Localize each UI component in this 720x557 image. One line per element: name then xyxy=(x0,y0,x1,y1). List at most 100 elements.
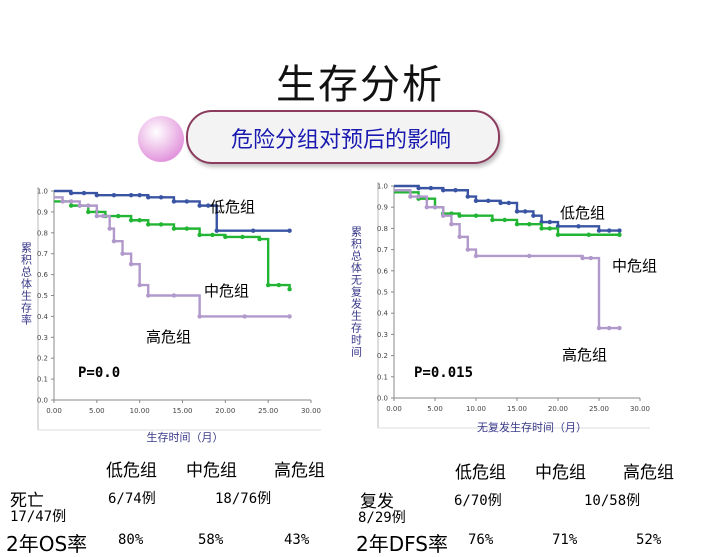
chart2-series-2-marker xyxy=(547,226,552,231)
chart2-series-3-marker xyxy=(416,194,421,199)
chart2-series-1-marker xyxy=(547,219,552,225)
chart1-series-1-marker xyxy=(137,192,142,198)
left-row2-label: 2年OS率 xyxy=(6,532,88,556)
chart2-y-tick-label: 0.7 xyxy=(377,246,388,254)
chart2-y-tick-label: 0.2 xyxy=(377,352,388,360)
chart2-series-1-marker xyxy=(596,228,602,233)
chart1-series-label-1: 低危组 xyxy=(210,198,255,216)
chart2-series-1-marker xyxy=(531,213,536,218)
chart1-series-1-marker xyxy=(206,203,211,208)
chart2-p-value: P=0.015 xyxy=(414,365,473,381)
chart1-series-2-marker xyxy=(210,232,215,238)
chart1-series-2-marker xyxy=(223,234,228,240)
banner-orb xyxy=(138,116,184,162)
right-header-mid: 中危组 xyxy=(535,463,586,483)
chart1-series-1-marker xyxy=(146,195,151,200)
chart2-series-3-marker xyxy=(457,234,462,240)
chart1-x-tick-label: 30.00 xyxy=(301,407,321,415)
chart2-series-3-marker xyxy=(441,213,446,218)
chart1-y-tick-label: 0.9 xyxy=(37,208,48,216)
chart1-series-1-marker xyxy=(68,190,74,196)
chart1-x-tick-label: 25.00 xyxy=(258,407,278,415)
chart1-x-tick-label: 20.00 xyxy=(215,407,235,415)
chart2-series-2-marker xyxy=(617,232,622,237)
chart1-series-3-marker xyxy=(86,203,91,208)
chart2-y-tick-label: 0.1 xyxy=(377,373,388,381)
right-header-high: 高危组 xyxy=(623,463,674,483)
chart1-series-3-marker xyxy=(60,199,65,204)
chart2-series-1-marker xyxy=(607,228,612,233)
left-header-high: 高危组 xyxy=(274,461,325,481)
chart2-series-3-marker xyxy=(607,325,612,331)
right-header-low: 低危组 xyxy=(455,463,506,483)
chart2-series-1-marker xyxy=(441,188,446,193)
chart2-series-1-marker xyxy=(453,188,458,193)
chart1-y-tick-label: 0.8 xyxy=(37,229,48,237)
chart2-series-1-marker xyxy=(473,198,479,204)
chart1-y-tick-label: 0.0 xyxy=(37,397,48,405)
chart1-series-2-marker xyxy=(116,213,121,219)
chart1-series-2-marker xyxy=(137,218,142,223)
chart2-series-2-marker xyxy=(527,221,532,227)
left-header-mid: 中危组 xyxy=(186,461,237,481)
chart1-series-2-marker xyxy=(287,287,292,292)
left-header-low: 低危组 xyxy=(106,461,157,481)
right-row1-mid: 10/58例 xyxy=(584,493,641,509)
chart1-series-label-3: 高危组 xyxy=(146,328,191,346)
chart1-series-3-marker xyxy=(128,261,134,267)
chart2-series-2-marker xyxy=(502,217,507,223)
left-row2-high: 43% xyxy=(284,532,310,548)
chart1-series-1-marker xyxy=(94,192,100,198)
chart1-series-1-marker xyxy=(184,199,189,204)
chart1-series-3-marker xyxy=(111,238,117,244)
chart2-y-tick-label: 1.0 xyxy=(377,183,388,191)
right-row2-mid: 71% xyxy=(552,532,578,548)
chart2-series-2-marker xyxy=(473,213,479,218)
subtitle-text: 危险分组对预后的影响 xyxy=(230,128,451,153)
chart1-series-3-marker xyxy=(94,213,100,219)
chart1-y-tick-label: 0.1 xyxy=(37,376,48,384)
chart2-series-3-marker xyxy=(596,325,602,331)
chart1-series-2-marker xyxy=(128,218,134,223)
chart1-series-3-marker xyxy=(171,293,177,298)
chart1-series-1-marker xyxy=(214,228,219,233)
chart2-series-3-marker xyxy=(617,325,622,331)
chart1-y-tick-label: 0.4 xyxy=(37,313,49,321)
chart2-series-3-marker xyxy=(473,253,479,259)
chart1-series-label-2: 中危组 xyxy=(204,282,249,300)
chart1-series-1-marker xyxy=(197,203,202,208)
left-row2-low: 80% xyxy=(118,532,144,548)
page-title: 生存分析 xyxy=(276,62,444,108)
chart1-y-tick-label: 0.6 xyxy=(37,271,49,279)
chart1-series-1-marker xyxy=(128,192,134,198)
chart2-series-2-marker xyxy=(514,221,520,227)
chart1-series-1-marker xyxy=(158,195,164,200)
chart1-x-tick-label: 0.00 xyxy=(46,407,62,415)
chart1-series-1-marker xyxy=(81,190,87,196)
chart1-series-3-marker xyxy=(197,314,202,319)
chart1-x-tick-label: 15.00 xyxy=(172,407,192,415)
chart1-series-2-marker xyxy=(265,282,271,288)
chart2-series-2-marker xyxy=(539,226,544,231)
chart2-series-1-marker xyxy=(416,185,421,191)
charts-canvas: 0.0 0.1 0.2 0.3 0.4 0.5 0.6 0.7 0.8 0.9 1.0 0.00 5.0… xyxy=(20,182,657,444)
left-row1-label: 死亡 xyxy=(10,491,44,511)
chart2-series-3-marker xyxy=(465,247,470,252)
chart2-y-tick-label: 0.4 xyxy=(377,310,389,318)
chart2-series-1-marker xyxy=(465,194,470,199)
chart2-series-1-marker xyxy=(617,228,622,233)
chart2-x-tick-label: 15.00 xyxy=(507,405,527,413)
right-row1-label: 复发 xyxy=(360,492,394,512)
chart2-x-tick-label: 0.00 xyxy=(386,405,402,413)
chart1-series-2-marker xyxy=(197,232,202,238)
chart2-series-1-marker xyxy=(523,209,528,214)
chart2-x-label: 无复发生存时间（月） xyxy=(477,420,587,434)
subtitle-banner xyxy=(186,110,500,164)
chart2-series-1-marker xyxy=(506,200,511,206)
chart1-series-1-marker xyxy=(287,228,292,233)
chart1-y-tick-label: 0.2 xyxy=(37,355,48,363)
chart2-x-tick-label: 25.00 xyxy=(589,405,609,413)
chart2-series-2-marker xyxy=(457,213,462,218)
chart1-x-tick-label: 10.00 xyxy=(130,407,150,415)
right-row2-low: 76% xyxy=(468,532,494,548)
